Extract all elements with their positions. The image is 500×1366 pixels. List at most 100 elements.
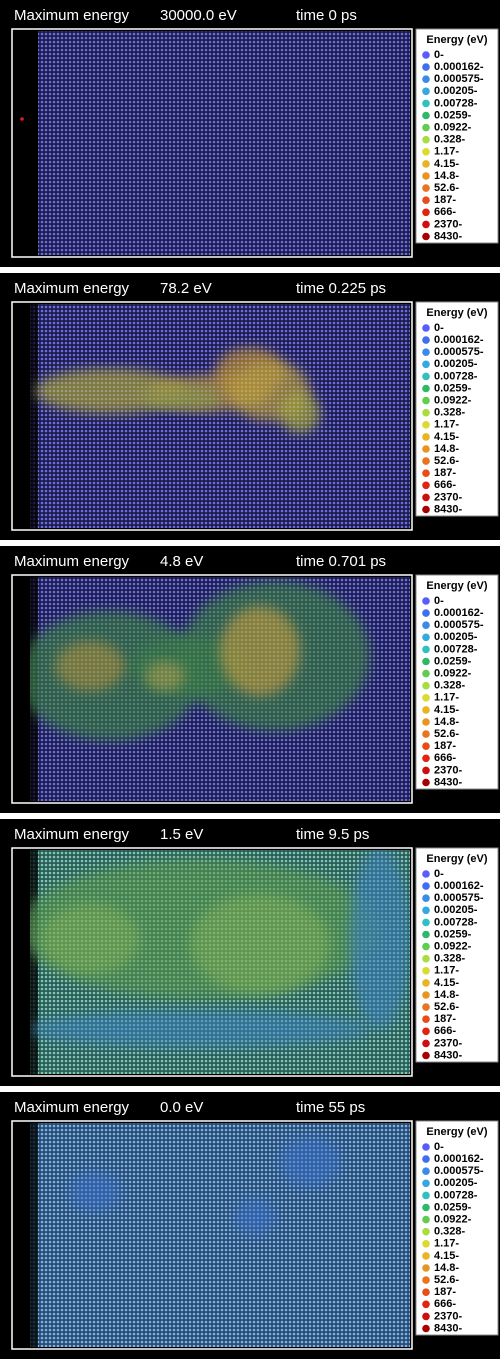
legend-label: 52.6- [434,1001,459,1013]
legend-label: 0.000162- [434,880,484,892]
legend-swatch [422,754,430,763]
legend-label: 2370- [434,1310,462,1322]
legend-label: 0.00205- [434,631,478,643]
legend-swatch [422,1240,430,1248]
legend-swatch [422,669,430,678]
max-energy: 1.5 eV [160,826,203,843]
primary-knock-on-atom [20,117,24,121]
legend-swatch [422,1191,430,1200]
legend-label: 8430- [434,1322,462,1334]
legend-swatch [422,633,430,642]
legend-box [415,301,499,517]
legend-label: 0.000162- [434,61,484,73]
legend-label: 0.00728- [434,916,478,928]
time: time 0.701 ps [296,553,386,570]
legend-swatch [422,681,430,690]
legend-swatch [422,360,430,369]
legend-swatch [422,694,430,702]
legend-swatch [422,621,430,629]
legend-swatch [422,481,430,490]
legend-label: 52.6- [434,728,459,740]
legend-swatch [422,1167,430,1175]
legend-swatch [422,730,430,738]
cascade-region [30,1123,410,1347]
legend-swatch [422,220,430,229]
legend-swatch [422,930,430,939]
legend-label: 187- [434,1013,456,1025]
legend-swatch [422,384,430,393]
legend-swatch [422,1312,430,1321]
legend-swatch [422,706,430,714]
legend-swatch [422,645,430,654]
legend-swatch [422,1039,430,1048]
max-energy: 4.8 eV [160,553,203,570]
legend-swatch [422,372,430,381]
legend-swatch [422,433,430,441]
legend-label: 666- [434,206,456,218]
legend-swatch [422,148,430,156]
legend-label: 0.000575- [434,73,484,85]
legend-swatch [422,1215,430,1224]
legend-label: 0.000575- [434,346,484,358]
time: time 9.5 ps [296,826,369,843]
legend-label: 0- [434,868,444,880]
legend-swatch [422,75,430,83]
legend-label: 4.15- [434,431,459,443]
legend-box [415,1120,499,1336]
legend-label: 0.328- [434,134,466,146]
legend-swatch [422,1300,430,1309]
legend-swatch [422,232,430,241]
legend-swatch [422,1252,430,1260]
legend-label: 0- [434,49,444,61]
cascade-region [30,577,410,801]
legend-label: 0.0922- [434,941,472,953]
legend-swatch [422,493,430,502]
snapshot-panel: Maximum energy 4.8 eV time 0.701 ps Energy … [0,546,500,813]
legend-swatch [422,135,430,144]
legend-label: 2370- [434,218,462,230]
legend-label: 0- [434,1141,444,1153]
legend-label: 0.0259- [434,1201,472,1213]
legend-swatch [422,196,430,204]
legend-title: Energy (eV) [426,34,487,46]
legend-label: 0.000162- [434,334,484,346]
legend-label: 0.0922- [434,668,472,680]
legend-title: Energy (eV) [426,307,487,319]
legend-swatch [422,1276,430,1284]
max-energy: 30000.0 eV [160,7,237,24]
legend-swatch [422,766,430,775]
legend-swatch [422,324,430,332]
legend-label: 14.8- [434,989,459,1001]
legend-swatch [422,1003,430,1011]
snapshot-panel: Maximum energy 30000.0 eV time 0 ps Energy … [0,0,500,267]
legend-label: 666- [434,479,456,491]
legend-swatch [422,882,430,890]
header-label: Maximum energy [14,553,130,570]
legend-swatch [422,505,430,514]
legend-swatch [422,1288,430,1296]
legend-label: 52.6- [434,1274,459,1286]
cascade-region [30,304,410,528]
header-label: Maximum energy [14,7,130,24]
legend-swatch [422,172,430,180]
legend-label: 1.17- [434,965,459,977]
legend-swatch [422,421,430,429]
legend-swatch [422,954,430,963]
legend-box [415,28,499,244]
legend-label: 0.000575- [434,619,484,631]
legend-label: 0.0259- [434,928,472,940]
legend-label: 187- [434,194,456,206]
legend-title: Energy (eV) [426,853,487,865]
legend-label: 0- [434,595,444,607]
legend-swatch [422,609,430,617]
legend-swatch [422,1179,430,1188]
legend-label: 8430- [434,503,462,515]
legend-label: 0.00728- [434,643,478,655]
cascade-region [30,850,410,1074]
legend-label: 2370- [434,491,462,503]
legend-label: 0.328- [434,953,466,965]
legend-swatch [422,111,430,120]
legend-swatch [422,99,430,108]
snapshot-panel: Maximum energy 0.0 eV time 55 ps Energy (eV… [0,1092,500,1359]
